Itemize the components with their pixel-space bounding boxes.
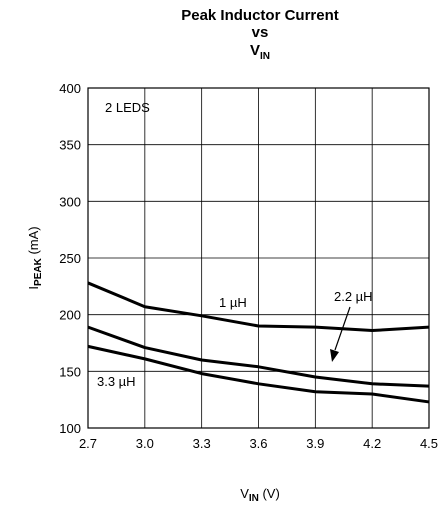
x-tick-label: 4.2 xyxy=(363,436,381,451)
chart-title-in: IN xyxy=(260,51,270,62)
y-axis-label-unit: (mA) xyxy=(26,226,41,258)
x-tick-label: 3.0 xyxy=(136,436,154,451)
series-line-0 xyxy=(87,281,430,333)
x-tick-label: 3.6 xyxy=(249,436,267,451)
y-tick-label: 400 xyxy=(59,81,81,96)
x-axis-label-main: V xyxy=(240,486,249,501)
plot-frame xyxy=(87,87,430,429)
grid xyxy=(87,87,430,429)
y-tick-label: 200 xyxy=(59,308,81,323)
x-tick-label: 4.5 xyxy=(420,436,438,451)
chart-title-v: V xyxy=(250,42,260,59)
chart-title-line1: Peak Inductor Current xyxy=(181,7,339,24)
y-axis-label-sub: PEAK xyxy=(33,257,44,286)
annotation-1uh: 1 µH xyxy=(219,295,247,310)
x-tick-label: 3.9 xyxy=(306,436,324,451)
x-axis-label-sub: IN xyxy=(249,493,259,504)
annotation-arrow xyxy=(330,306,351,362)
x-axis-label-unit: (V) xyxy=(259,486,280,501)
x-tick-labels: 2.7 3.0 3.3 3.6 3.9 4.2 4.5 xyxy=(79,436,438,451)
condition-label: 2 LEDS xyxy=(105,100,150,115)
annotation-3-3uh: 3.3 µH xyxy=(97,374,136,389)
y-axis-label: IPEAK (mA) xyxy=(26,226,44,289)
y-tick-label: 100 xyxy=(59,421,81,436)
y-tick-label: 150 xyxy=(59,364,81,379)
series-group xyxy=(87,281,430,404)
x-tick-label: 2.7 xyxy=(79,436,97,451)
y-tick-label: 300 xyxy=(59,194,81,209)
x-axis-label: VIN (V) xyxy=(240,486,280,504)
y-tick-label: 350 xyxy=(59,138,81,153)
series-line-2 xyxy=(87,344,430,404)
x-tick-label: 3.3 xyxy=(193,436,211,451)
y-tick-labels: 100 150 200 250 300 350 400 xyxy=(59,81,81,436)
annotation-2-2uh: 2.2 µH xyxy=(334,289,373,304)
chart-title-line3: VIN xyxy=(250,42,270,62)
series-line-1 xyxy=(87,325,430,388)
chart-title-line2: vs xyxy=(252,24,269,41)
y-tick-label: 250 xyxy=(59,251,81,266)
y-axis-label-main: I xyxy=(26,286,41,290)
